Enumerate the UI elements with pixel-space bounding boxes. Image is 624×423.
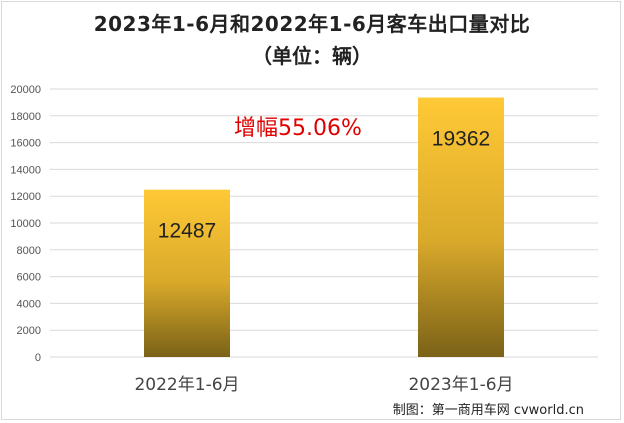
y-tick-label: 20000 [10, 84, 41, 96]
y-tick-label: 14000 [10, 164, 41, 176]
y-tick-label: 12000 [10, 191, 41, 203]
bar [418, 97, 504, 358]
bar-value-label: 19362 [432, 128, 490, 151]
y-tick-label: 0 [35, 352, 41, 364]
source-credit: 制图：第一商用车网 cvworld.cn [392, 403, 584, 418]
y-tick-label: 16000 [10, 138, 41, 150]
x-tick-label: 2023年1-6月 [408, 375, 513, 395]
gridlines [50, 88, 598, 358]
chart-title: 2023年1-6月和2022年1-6月客车出口量对比 [93, 12, 531, 36]
chart-subtitle: （单位：辆） [252, 44, 372, 68]
bars: 12487 19362 [144, 97, 504, 358]
growth-annotation: 增幅55.06% [234, 116, 362, 141]
y-tick-label: 2000 [17, 325, 41, 337]
y-tick-label: 6000 [17, 272, 41, 284]
x-axis-ticks: 2022年1-6月 2023年1-6月 [134, 375, 513, 395]
y-tick-label: 18000 [10, 111, 41, 123]
y-axis-ticks: 0 2000 4000 6000 8000 10000 12000 14000 16000 180… [10, 84, 41, 364]
bar-value-label: 12487 [158, 220, 216, 243]
bar [144, 189, 230, 357]
y-tick-label: 10000 [10, 218, 41, 230]
y-tick-label: 4000 [17, 298, 41, 310]
x-tick-label: 2022年1-6月 [134, 375, 239, 395]
y-tick-label: 8000 [17, 245, 41, 257]
